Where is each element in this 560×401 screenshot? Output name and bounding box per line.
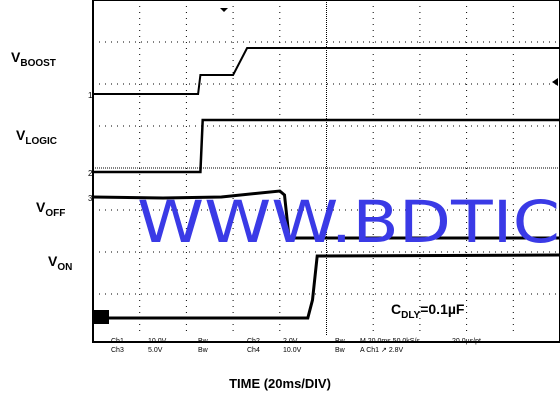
label-von: VON: [48, 253, 72, 273]
watermark: WWW.BDTIC: [137, 188, 560, 256]
trace-von: [93, 253, 560, 320]
status-ch1-label: Ch1: [111, 338, 124, 345]
label-voff: VOFF: [36, 199, 65, 219]
status-sample-interval: 20.0µs/pt: [452, 338, 481, 345]
label-vlogic: VLOGIC: [16, 127, 57, 147]
status-timebase: M 20.0ms 50.0kS/s: [360, 338, 420, 345]
label-vboost: VBOOST: [11, 49, 56, 69]
status-bw-2a: Bw: [335, 338, 346, 345]
trace-vboost: [93, 47, 560, 95]
channel-marker-2: 2: [88, 169, 93, 178]
status-bw-2b: Bw: [335, 347, 346, 354]
trace-voff: [92, 189, 560, 240]
x-axis-label: TIME (20ms/DIV): [229, 376, 331, 391]
status-ch4-label: Ch4: [247, 347, 260, 354]
grid: [93, 0, 560, 336]
status-ch2-label: Ch2: [247, 338, 260, 345]
status-ch3-label: Ch3: [111, 347, 124, 354]
status-bw-1b: Bw: [198, 347, 209, 354]
trace-vlogic: [93, 118, 560, 174]
traces: [92, 47, 560, 320]
status-ch3-scale: 5.0V: [148, 347, 163, 354]
channel-marker-3: 3: [88, 194, 93, 203]
status-ch2-scale: 2.0V: [283, 338, 298, 345]
trigger-position-marker: [220, 8, 228, 12]
status-trigger: A Ch1 ↗ 2.8V: [360, 347, 404, 354]
status-bw-1a: Bw: [198, 338, 209, 345]
status-bar: Ch1 10.0V Ch3 5.0V Bw Bw Ch2 2.0V Ch4 10…: [111, 338, 481, 354]
status-ch1-scale: 10.0V: [148, 338, 167, 345]
channel-marker-1: 1: [88, 91, 93, 100]
cdly-annotation: CDLY=0.1µF: [391, 301, 465, 321]
status-ch4-scale: 10.0V: [283, 347, 302, 354]
trigger-level-marker: [552, 78, 558, 86]
